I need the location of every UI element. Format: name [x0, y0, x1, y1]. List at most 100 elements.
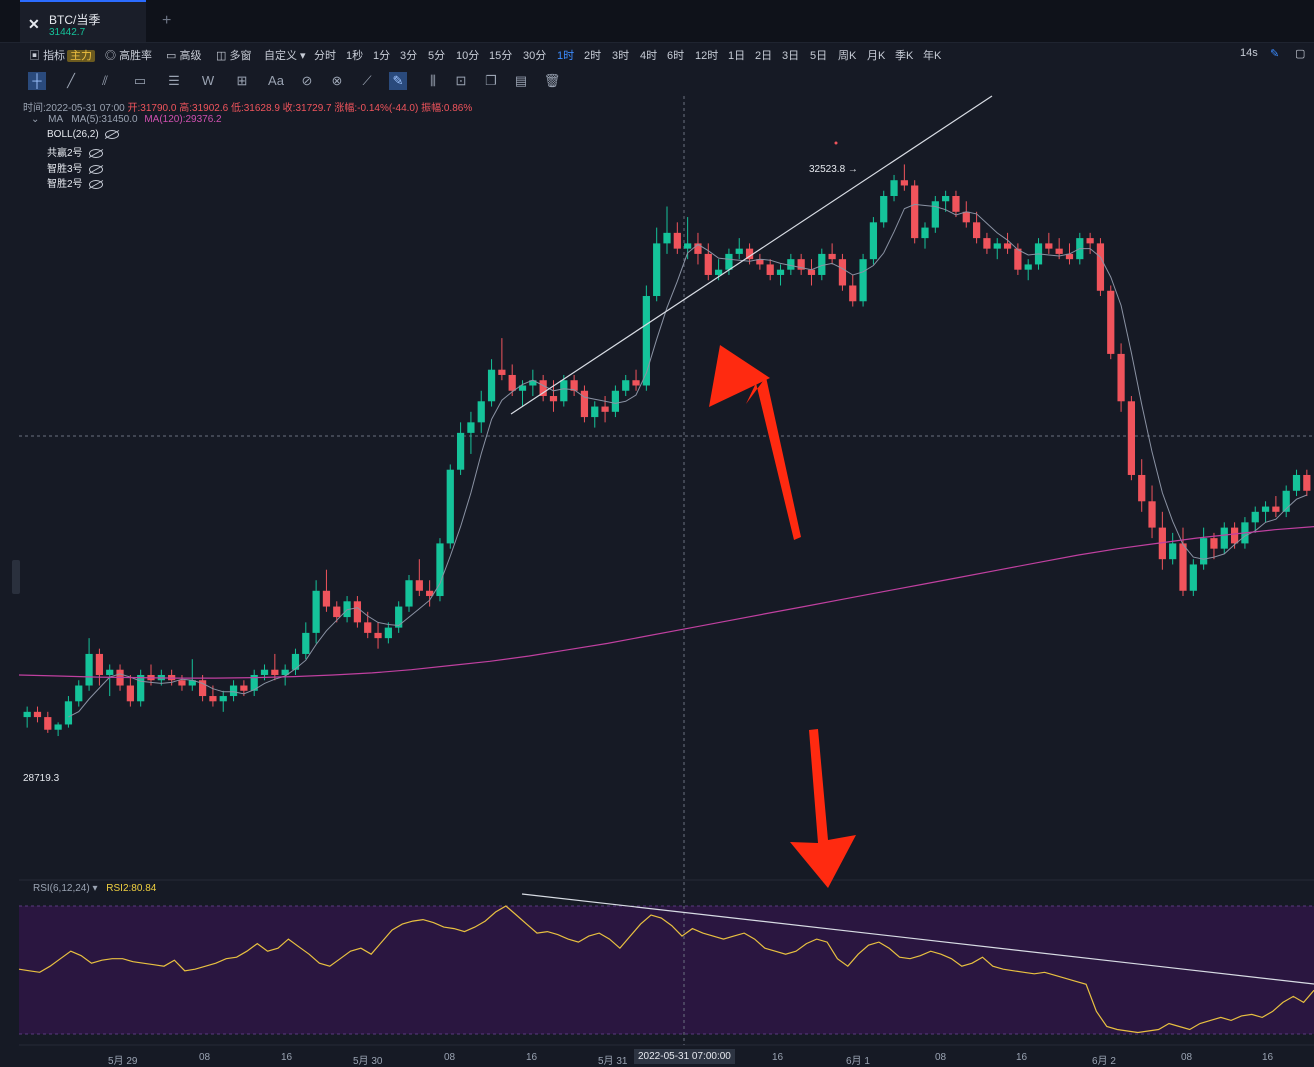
candle-body[interactable]	[869, 222, 878, 260]
candle-body[interactable]	[1251, 511, 1259, 523]
candle-body[interactable]	[776, 269, 785, 275]
trendline-icon[interactable]: ╱	[67, 73, 75, 88]
candle-body[interactable]	[993, 243, 1001, 249]
candle-body[interactable]	[642, 296, 650, 386]
eye-off-icon[interactable]	[88, 164, 103, 174]
candle-body[interactable]	[653, 243, 661, 297]
candle-body[interactable]	[942, 196, 950, 202]
candle-body[interactable]	[487, 369, 496, 402]
interval-8[interactable]: 1时	[557, 50, 575, 62]
magnet-icon[interactable]: ⊘	[301, 73, 313, 88]
candle-body[interactable]	[694, 243, 702, 254]
candle-body[interactable]	[972, 222, 981, 239]
candle-body[interactable]	[467, 422, 475, 433]
interval-3[interactable]: 3分	[400, 50, 418, 62]
interval-21[interactable]: 年K	[923, 50, 942, 62]
candle-body[interactable]	[549, 396, 558, 402]
candle-body[interactable]	[818, 253, 826, 275]
eye-off-icon[interactable]	[88, 148, 103, 158]
candle-body[interactable]	[1158, 527, 1166, 560]
candle-body[interactable]	[1220, 527, 1228, 549]
candle-body[interactable]	[75, 685, 83, 702]
candle-body[interactable]	[395, 606, 403, 628]
candle-body[interactable]	[312, 590, 320, 633]
candle-body[interactable]	[725, 253, 733, 270]
indicator-zhisheng2[interactable]: 智胜2号	[47, 175, 103, 190]
candle-body[interactable]	[787, 259, 795, 270]
indicator-zhisheng3[interactable]: 智胜3号	[47, 160, 103, 175]
candle-body[interactable]	[900, 180, 908, 186]
candle-body[interactable]	[1055, 248, 1063, 254]
interval-17[interactable]: 5日	[810, 50, 828, 62]
candle-body[interactable]	[849, 285, 857, 302]
candle-body[interactable]	[405, 580, 413, 607]
candle-body[interactable]	[188, 680, 196, 686]
candle-body[interactable]	[95, 653, 104, 675]
candle-body[interactable]	[1189, 564, 1197, 591]
candle-body[interactable]	[1261, 506, 1270, 512]
edit-icon[interactable]: ✎	[1270, 48, 1280, 60]
candle-body[interactable]	[1065, 253, 1074, 260]
wave-icon[interactable]: W	[201, 73, 215, 88]
candle-body[interactable]	[498, 369, 506, 375]
candle-body[interactable]	[508, 374, 516, 391]
interval-1[interactable]: 1秒	[346, 50, 364, 62]
candle-body[interactable]	[1034, 243, 1043, 265]
candle-body[interactable]	[859, 259, 867, 302]
interval-19[interactable]: 月K	[867, 50, 886, 62]
layout-icon[interactable]: ▢	[1295, 48, 1306, 60]
candle-body[interactable]	[54, 724, 62, 730]
candle-body[interactable]	[1076, 238, 1084, 260]
candle-body[interactable]	[209, 696, 217, 702]
parallel-lines-icon[interactable]: ⫽	[102, 73, 108, 88]
candle-body[interactable]	[663, 232, 671, 244]
candle-body[interactable]	[1003, 243, 1012, 249]
lock-icon[interactable]: ⊡	[455, 73, 467, 88]
candle-body[interactable]	[570, 380, 578, 391]
candle-body[interactable]	[580, 390, 589, 418]
interval-9[interactable]: 2时	[584, 50, 602, 62]
candle-body[interactable]	[1117, 353, 1125, 402]
text-icon[interactable]: Aa	[268, 73, 284, 88]
candle-body[interactable]	[1086, 238, 1094, 244]
candle-body[interactable]	[250, 674, 258, 691]
candle-body[interactable]	[116, 669, 124, 686]
candle-body[interactable]	[281, 669, 289, 675]
candle-body[interactable]	[1303, 474, 1311, 491]
chevron-down-icon[interactable]: ⌄	[31, 114, 40, 125]
multiwin-button[interactable]: ◫ 多窗	[216, 50, 252, 62]
candle-body[interactable]	[911, 185, 919, 239]
candle-body[interactable]	[529, 380, 537, 386]
interval-7[interactable]: 30分	[523, 50, 547, 62]
candle-body[interactable]	[931, 201, 939, 228]
candle-body[interactable]	[229, 685, 238, 697]
candle-body[interactable]	[601, 406, 609, 412]
candle-body[interactable]	[1096, 243, 1105, 291]
candle-type-icon[interactable]: ⫼	[430, 73, 436, 88]
interval-13[interactable]: 12时	[695, 50, 719, 62]
candle-body[interactable]	[85, 653, 93, 686]
candle-body[interactable]	[1169, 543, 1177, 560]
advanced-button[interactable]: ▭ 高级	[166, 50, 202, 62]
candle-body[interactable]	[456, 432, 465, 470]
candle-body[interactable]	[147, 674, 155, 681]
candle-body[interactable]	[1210, 538, 1218, 549]
candle-body[interactable]	[735, 248, 743, 254]
candle-body[interactable]	[828, 253, 836, 260]
candle-body[interactable]	[560, 380, 568, 402]
measure-icon[interactable]: ⊞	[236, 73, 248, 88]
candle-body[interactable]	[168, 674, 176, 681]
candle-body[interactable]	[1045, 243, 1053, 249]
candle-body[interactable]	[178, 680, 186, 686]
candle-body[interactable]	[384, 627, 392, 639]
candle-body[interactable]	[838, 259, 847, 286]
add-tab-button[interactable]: +	[162, 12, 172, 29]
candle-body[interactable]	[890, 180, 898, 197]
candle-body[interactable]	[1179, 543, 1187, 591]
winrate-button[interactable]: ◎ 高胜率	[105, 50, 153, 62]
candle-body[interactable]	[1241, 522, 1249, 544]
tab-btc[interactable]: ✕ BTC/当季 31442.7	[20, 0, 146, 42]
candle-body[interactable]	[23, 711, 31, 718]
interval-0[interactable]: 分时	[314, 50, 336, 62]
